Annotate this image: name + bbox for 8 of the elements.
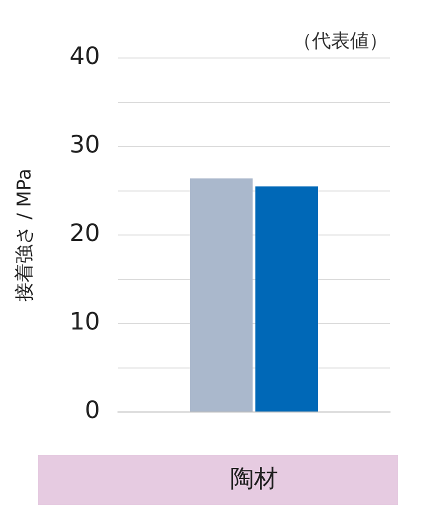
text: （代表値） (293, 30, 388, 52)
y-tick-label: 30 (69, 130, 100, 159)
y-tick-label: 40 (69, 42, 100, 70)
y-tick-label: 20 (69, 219, 100, 248)
y-tick-label: 10 (69, 308, 100, 336)
y-axis-title: 接着強さ / MPa (13, 168, 36, 302)
x-tick-label: 陶材 (230, 464, 278, 493)
y-tick-label: 0 (84, 396, 100, 424)
